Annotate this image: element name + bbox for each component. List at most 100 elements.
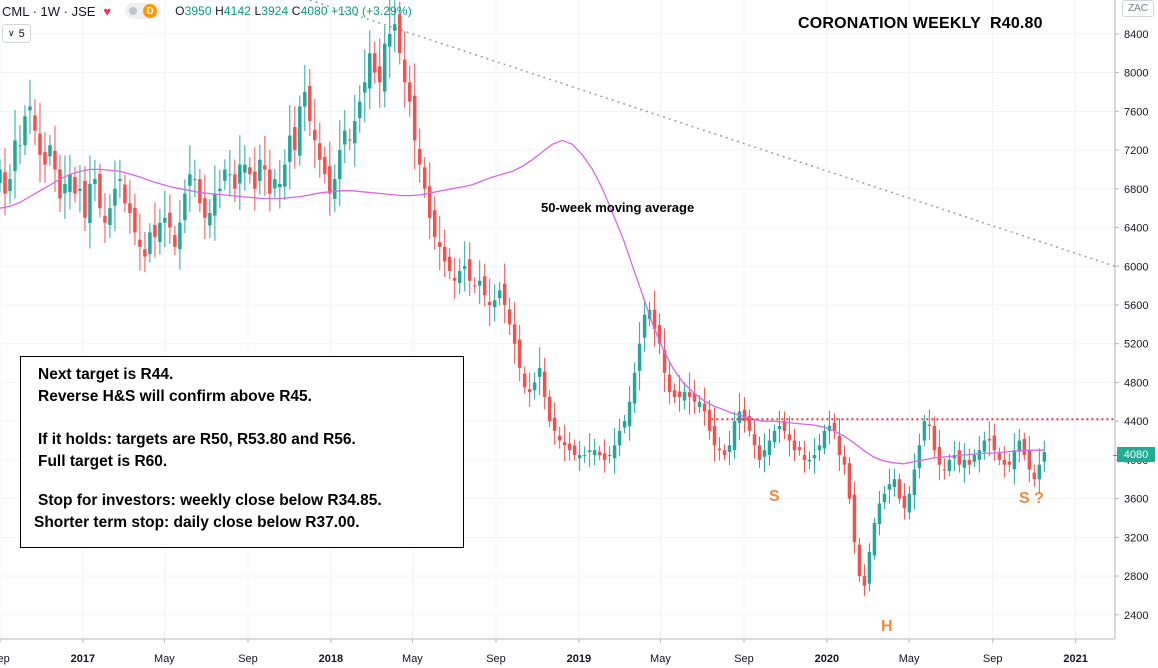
- candle-body: [887, 484, 892, 490]
- candle-body: [712, 425, 717, 446]
- candle: [802, 440, 807, 473]
- candle-body: [672, 390, 677, 397]
- candle: [932, 416, 937, 459]
- data-status-toggle[interactable]: D: [125, 3, 162, 19]
- candle: [363, 49, 367, 123]
- candle-body: [562, 442, 567, 446]
- candle-body: [53, 150, 57, 170]
- candle: [557, 426, 562, 449]
- candle-body: [397, 14, 402, 54]
- candle-body: [393, 24, 397, 31]
- current-price-label: 4080: [1117, 447, 1155, 462]
- candle: [258, 144, 262, 195]
- candle-body: [987, 438, 992, 441]
- candle: [373, 41, 377, 84]
- candle: [497, 282, 502, 306]
- candle-body: [402, 59, 407, 83]
- candle-body: [627, 401, 632, 427]
- candle: [33, 99, 37, 146]
- candle: [58, 154, 62, 212]
- status-dot-icon: [129, 7, 138, 15]
- candle-body: [183, 193, 187, 221]
- candle-body: [967, 459, 972, 465]
- candle-body: [213, 193, 217, 216]
- candle: [662, 328, 667, 392]
- candle: [767, 428, 772, 466]
- candle: [348, 128, 352, 150]
- candle-body: [437, 242, 442, 247]
- candle: [507, 297, 512, 335]
- candle-body: [637, 343, 642, 371]
- currency-badge[interactable]: ZAC: [1122, 0, 1154, 17]
- candle-body: [338, 150, 342, 180]
- candle: [358, 85, 362, 133]
- candle: [972, 449, 977, 467]
- candle: [907, 485, 912, 520]
- candle-body: [567, 443, 572, 451]
- candle-body: [852, 494, 857, 543]
- candle: [542, 357, 547, 410]
- candle: [857, 537, 862, 583]
- candle: [627, 385, 632, 441]
- moving-average-line: [0, 139, 1045, 465]
- candle-body: [607, 455, 612, 457]
- candle: [1037, 448, 1042, 495]
- candle: [487, 278, 492, 327]
- candle-body: [1042, 452, 1047, 462]
- candle-body: [897, 479, 902, 499]
- symbol-label[interactable]: CML · 1W · JSE: [2, 3, 96, 19]
- candle-body: [233, 174, 237, 189]
- candle-body: [383, 43, 387, 92]
- candle-body: [1012, 450, 1017, 470]
- candle-body: [922, 421, 927, 441]
- candle-body: [832, 422, 837, 431]
- candle-body: [457, 271, 462, 284]
- candle: [118, 159, 122, 199]
- candle: [412, 63, 417, 170]
- candle-body: [318, 143, 322, 160]
- candle: [1032, 464, 1037, 487]
- candle: [98, 163, 102, 218]
- candle: [333, 164, 337, 213]
- candle-body: [912, 469, 917, 496]
- candle: [887, 468, 892, 504]
- candle-body: [28, 106, 32, 111]
- candle: [632, 362, 637, 413]
- candle: [278, 160, 282, 209]
- candle-body: [283, 164, 287, 187]
- candle-body: [452, 278, 457, 281]
- candle: [108, 194, 112, 238]
- candle: [812, 438, 817, 474]
- heart-icon[interactable]: ♥: [103, 3, 112, 19]
- candle-body: [877, 503, 882, 525]
- candle-body: [737, 411, 742, 423]
- candle: [607, 446, 612, 464]
- candle: [43, 131, 47, 183]
- candle: [48, 134, 52, 166]
- candle-body: [957, 450, 962, 465]
- candle-body: [188, 174, 192, 186]
- indicator-toggle[interactable]: ∨ 5: [2, 24, 31, 43]
- candle-body: [977, 450, 982, 460]
- candle: [407, 65, 412, 117]
- candle-body: [932, 426, 937, 451]
- candle: [992, 423, 997, 461]
- open-value: 3950: [184, 4, 212, 18]
- candle-body: [512, 324, 517, 344]
- candle: [837, 418, 842, 471]
- candle-body: [1002, 459, 1007, 465]
- candle-body: [63, 183, 67, 194]
- x-tick-label: 2017: [71, 653, 95, 665]
- candle: [158, 208, 162, 255]
- candle: [53, 125, 57, 192]
- x-tick-label: 2019: [567, 653, 591, 665]
- candle: [1022, 432, 1027, 461]
- candle-body: [293, 127, 297, 151]
- candle: [223, 159, 227, 191]
- candle: [417, 128, 422, 183]
- candle: [1002, 445, 1007, 478]
- candle: [248, 157, 252, 184]
- y-tick-label: 7200: [1124, 145, 1148, 157]
